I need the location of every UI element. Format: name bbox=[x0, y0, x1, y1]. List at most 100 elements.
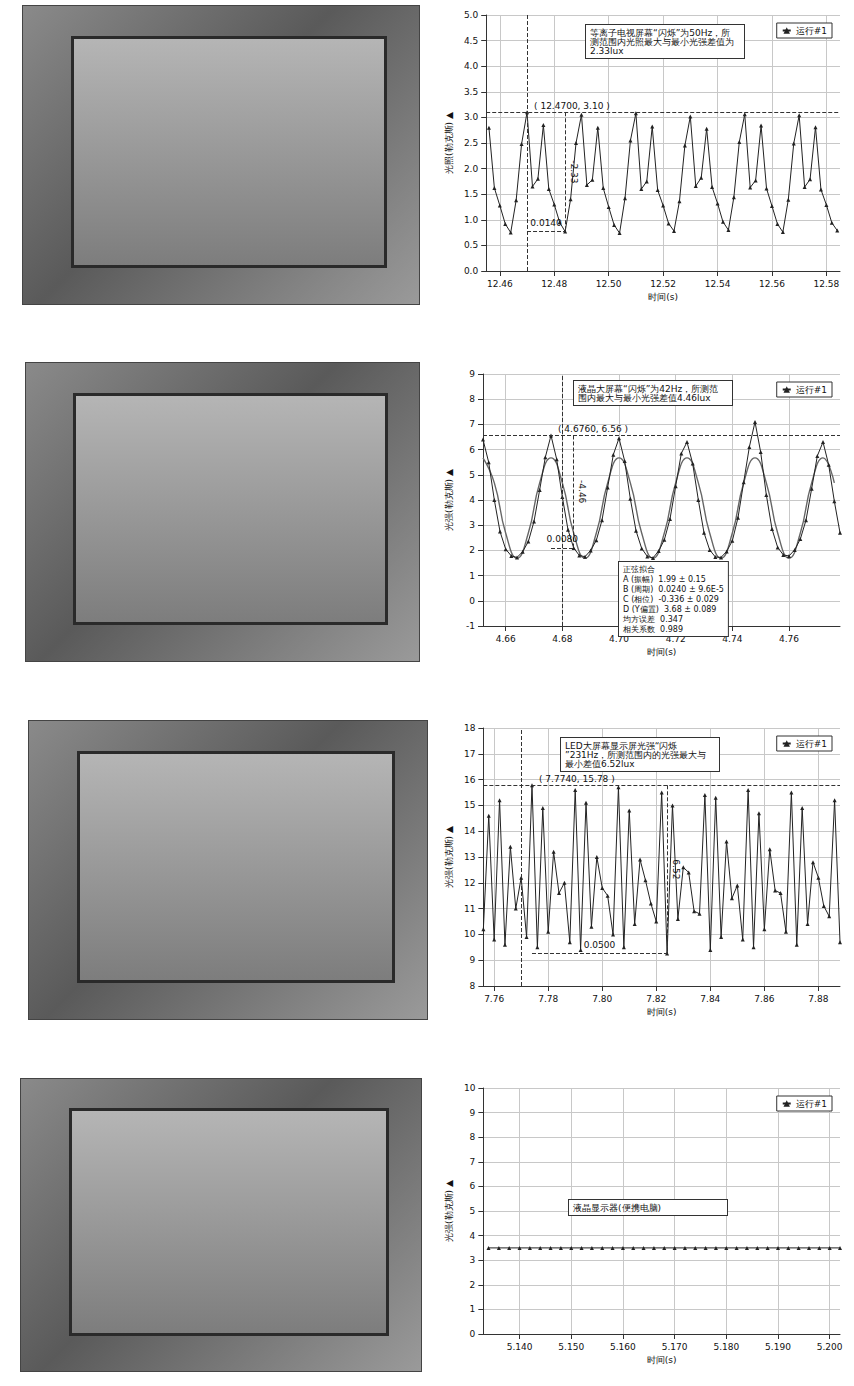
svg-text:5.150: 5.150 bbox=[558, 1342, 584, 1352]
svg-text:14: 14 bbox=[464, 826, 476, 836]
svg-text:光强(勒克斯) ▲: 光强(勒克斯) ▲ bbox=[444, 469, 454, 531]
svg-text:光强(勒克斯) ▲: 光强(勒克斯) ▲ bbox=[444, 1180, 454, 1242]
svg-text:12.46: 12.46 bbox=[487, 279, 513, 289]
svg-text:5.160: 5.160 bbox=[610, 1342, 636, 1352]
svg-text:2: 2 bbox=[469, 545, 475, 555]
svg-text:均方误差 0.347: 均方误差 0.347 bbox=[622, 615, 683, 624]
svg-text:12.54: 12.54 bbox=[705, 279, 731, 289]
svg-text:围内最大与最小光强差值4.46lux: 围内最大与最小光强差值4.46lux bbox=[578, 393, 711, 403]
svg-text:8: 8 bbox=[470, 981, 476, 991]
svg-text:0.0500: 0.0500 bbox=[584, 940, 616, 950]
svg-text:11: 11 bbox=[464, 904, 475, 914]
svg-text:5: 5 bbox=[469, 470, 475, 480]
svg-text:8: 8 bbox=[470, 1132, 476, 1142]
svg-text:3: 3 bbox=[469, 520, 475, 530]
svg-text:4: 4 bbox=[469, 495, 475, 505]
svg-text:6.52: 6.52 bbox=[671, 859, 681, 879]
svg-text:12: 12 bbox=[464, 878, 475, 888]
svg-text:时间(s): 时间(s) bbox=[648, 292, 678, 302]
svg-text:0.0: 0.0 bbox=[464, 266, 479, 276]
svg-text:5.140: 5.140 bbox=[507, 1342, 533, 1352]
svg-text:9: 9 bbox=[469, 369, 475, 379]
svg-text:2: 2 bbox=[470, 1280, 476, 1290]
svg-text:最小差值6.52lux: 最小差值6.52lux bbox=[565, 759, 635, 769]
svg-text:8: 8 bbox=[469, 394, 475, 404]
svg-text:2.33lux: 2.33lux bbox=[590, 46, 624, 56]
svg-text:2.0: 2.0 bbox=[464, 164, 479, 174]
svg-text:( 7.7740, 15.78 ): ( 7.7740, 15.78 ) bbox=[539, 774, 615, 784]
svg-text:4.76: 4.76 bbox=[779, 634, 799, 644]
svg-text:时间(s): 时间(s) bbox=[647, 647, 677, 657]
svg-text:7.82: 7.82 bbox=[646, 994, 666, 1004]
svg-text:3: 3 bbox=[470, 1255, 476, 1265]
svg-text:2.5: 2.5 bbox=[464, 138, 478, 148]
svg-text:5: 5 bbox=[470, 1206, 476, 1216]
svg-text:5.0: 5.0 bbox=[464, 10, 479, 20]
svg-text:15: 15 bbox=[464, 800, 475, 810]
svg-text:9: 9 bbox=[470, 955, 476, 965]
svg-text:3.5: 3.5 bbox=[464, 87, 478, 97]
svg-text:运行#1: 运行#1 bbox=[796, 739, 827, 749]
svg-text:7.88: 7.88 bbox=[808, 994, 828, 1004]
svg-text:6: 6 bbox=[470, 1181, 476, 1191]
svg-text:-1: -1 bbox=[466, 621, 475, 631]
svg-text:10: 10 bbox=[464, 929, 476, 939]
svg-text:时间(s): 时间(s) bbox=[647, 1355, 677, 1365]
svg-text:9: 9 bbox=[470, 1108, 476, 1118]
svg-text:( 4.6760, 6.56 ): ( 4.6760, 6.56 ) bbox=[558, 424, 628, 434]
svg-text:0.0140: 0.0140 bbox=[530, 218, 562, 228]
svg-text:4: 4 bbox=[470, 1231, 476, 1241]
svg-text:17: 17 bbox=[464, 749, 475, 759]
svg-text:3.0: 3.0 bbox=[464, 112, 479, 122]
svg-text:-2.33: -2.33 bbox=[569, 160, 579, 183]
svg-text:5.170: 5.170 bbox=[662, 1342, 688, 1352]
svg-text:12.50: 12.50 bbox=[596, 279, 622, 289]
svg-text:1.0: 1.0 bbox=[464, 215, 479, 225]
svg-text:7.80: 7.80 bbox=[592, 994, 612, 1004]
svg-text:7.76: 7.76 bbox=[484, 994, 504, 1004]
svg-text:正弦拟合: 正弦拟合 bbox=[623, 565, 655, 574]
svg-text:相关系数 0.989: 相关系数 0.989 bbox=[623, 625, 683, 634]
svg-text:B (周期) 0.0240 ± 9.6E-5: B (周期) 0.0240 ± 9.6E-5 bbox=[623, 585, 724, 594]
svg-text:光强(勒克斯) ▲: 光强(勒克斯) ▲ bbox=[444, 826, 454, 888]
svg-text:12.48: 12.48 bbox=[541, 279, 567, 289]
svg-text:运行#1: 运行#1 bbox=[796, 1099, 827, 1109]
svg-text:5.180: 5.180 bbox=[713, 1342, 739, 1352]
svg-text:6: 6 bbox=[469, 445, 475, 455]
svg-text:0: 0 bbox=[470, 1329, 476, 1339]
svg-text:7.86: 7.86 bbox=[754, 994, 774, 1004]
svg-text:7.78: 7.78 bbox=[538, 994, 558, 1004]
svg-text:4.5: 4.5 bbox=[464, 36, 478, 46]
svg-text:0.0080: 0.0080 bbox=[547, 534, 579, 544]
svg-text:13: 13 bbox=[464, 852, 475, 862]
svg-text:7: 7 bbox=[469, 419, 475, 429]
svg-text:1.5: 1.5 bbox=[464, 189, 478, 199]
svg-text:( 12.4700, 3.10 ): ( 12.4700, 3.10 ) bbox=[534, 101, 610, 111]
svg-text:时间(s): 时间(s) bbox=[647, 1007, 677, 1017]
svg-text:C (相位) -0.336 ± 0.029: C (相位) -0.336 ± 0.029 bbox=[623, 595, 719, 604]
svg-text:0.5: 0.5 bbox=[464, 240, 478, 250]
svg-text:光照(勒克斯) ▲: 光照(勒克斯) ▲ bbox=[444, 112, 454, 174]
svg-text:D (Y偏置) 3.68 ± 0.089: D (Y偏置) 3.68 ± 0.089 bbox=[623, 605, 716, 614]
svg-text:-4.46: -4.46 bbox=[577, 480, 587, 504]
svg-text:0: 0 bbox=[469, 596, 475, 606]
svg-text:18: 18 bbox=[464, 723, 476, 733]
svg-text:运行#1: 运行#1 bbox=[796, 26, 827, 36]
svg-text:7.84: 7.84 bbox=[700, 994, 720, 1004]
svg-text:1: 1 bbox=[470, 1304, 476, 1314]
svg-text:12.58: 12.58 bbox=[814, 279, 840, 289]
svg-text:7: 7 bbox=[470, 1157, 476, 1167]
svg-text:液晶显示器(便携电脑): 液晶显示器(便携电脑) bbox=[573, 1203, 661, 1213]
svg-text:5.200: 5.200 bbox=[817, 1342, 843, 1352]
svg-text:4.68: 4.68 bbox=[552, 634, 572, 644]
svg-text:12.56: 12.56 bbox=[759, 279, 785, 289]
svg-text:1: 1 bbox=[469, 571, 475, 581]
svg-text:A (振幅) 1.99 ± 0.15: A (振幅) 1.99 ± 0.15 bbox=[623, 575, 706, 584]
svg-text:运行#1: 运行#1 bbox=[796, 385, 827, 395]
svg-text:16: 16 bbox=[464, 775, 476, 785]
svg-text:5.190: 5.190 bbox=[765, 1342, 791, 1352]
svg-text:4.66: 4.66 bbox=[496, 634, 516, 644]
svg-text:4.0: 4.0 bbox=[464, 61, 479, 71]
svg-text:12.52: 12.52 bbox=[650, 279, 676, 289]
svg-text:10: 10 bbox=[464, 1083, 476, 1093]
